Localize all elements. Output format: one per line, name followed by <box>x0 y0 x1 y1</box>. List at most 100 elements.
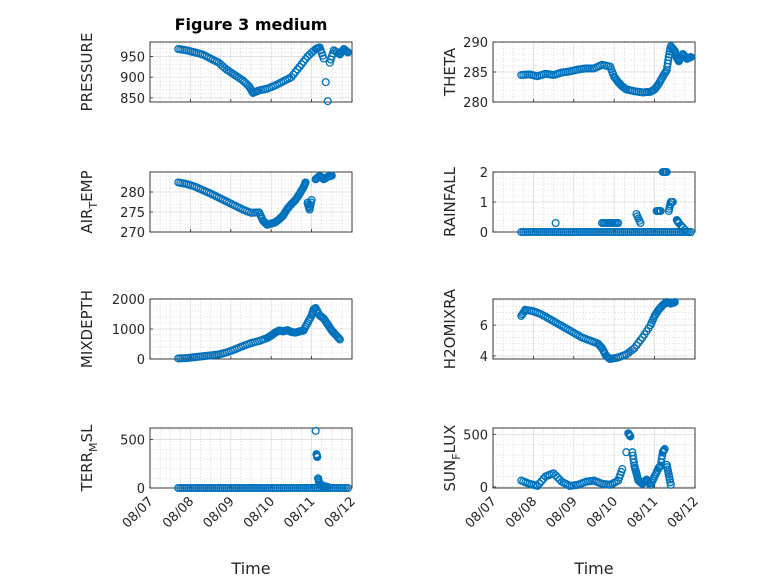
data-point <box>551 471 560 480</box>
data-point <box>661 67 670 76</box>
data-point <box>322 482 331 491</box>
x-tick-label: 08/12 <box>322 494 359 531</box>
y-axis-label: MIXDEPTH <box>78 290 96 368</box>
data-point <box>579 227 588 237</box>
data-point <box>309 483 318 493</box>
data-point <box>204 53 213 62</box>
data-point <box>253 86 262 96</box>
subplot-6: 4 6 H2OMIXRA <box>441 288 696 369</box>
y-label-tail: SL <box>78 424 96 443</box>
y-tick-label: 0 <box>137 353 145 368</box>
x-tick-label: 08/09 <box>544 494 581 531</box>
data-point <box>224 67 233 76</box>
data-point <box>523 227 532 237</box>
data-point <box>340 45 349 54</box>
data-point <box>196 483 205 493</box>
axes-frame <box>149 41 353 103</box>
data-point <box>220 483 229 493</box>
data-point <box>625 431 634 440</box>
data-point <box>571 227 580 237</box>
data-point <box>547 70 556 79</box>
data-point <box>226 68 235 77</box>
data-point <box>321 78 330 87</box>
series-points <box>174 43 353 106</box>
data-point <box>313 452 322 461</box>
y-label-main: PRESSURE <box>78 33 96 112</box>
data-point <box>531 71 540 80</box>
y-label-main: TERR <box>78 452 96 493</box>
data-point <box>685 53 694 62</box>
x-tick-label: 08/10 <box>584 494 621 531</box>
data-point <box>241 79 251 88</box>
data-point <box>244 207 254 217</box>
data-point <box>680 225 689 234</box>
data-point <box>596 61 605 70</box>
data-point <box>655 206 664 216</box>
series-points <box>517 42 696 97</box>
data-point <box>622 448 631 457</box>
data-point <box>559 323 568 332</box>
data-point <box>523 70 532 79</box>
subplot-3: 270 275 280 AIRTEMP <box>78 170 353 241</box>
y-tick-label: 2 <box>480 166 488 181</box>
data-point <box>535 479 544 488</box>
y-label-tail: LUX <box>441 425 459 454</box>
data-point <box>253 483 262 493</box>
data-point <box>655 304 664 313</box>
data-point <box>328 49 337 58</box>
series-points <box>174 171 336 229</box>
data-point <box>180 354 189 363</box>
data-point <box>332 332 341 341</box>
data-point <box>652 227 661 237</box>
x-axis-label-left: Time <box>230 559 270 578</box>
data-point <box>537 477 546 486</box>
data-point <box>293 483 302 493</box>
data-point <box>596 227 605 237</box>
series-points <box>517 298 679 364</box>
y-tick-label: 6 <box>480 319 488 334</box>
y-axis-label: TERRMSL <box>78 424 100 493</box>
data-point <box>607 218 616 228</box>
y-tick-label: 900 <box>120 71 145 86</box>
subplot-5: 0 1000 2000 MIXDEPTH <box>78 290 353 368</box>
y-label-main: AIR <box>78 209 96 234</box>
y-axis-label: RAINFALL <box>441 166 459 237</box>
data-point <box>594 340 604 349</box>
data-point <box>604 227 613 237</box>
data-point <box>531 227 540 237</box>
axes-frame <box>492 298 696 360</box>
y-label-main: SUN <box>441 460 459 492</box>
subplot-7: 0 500 08/07 08/08 08/09 08/10 08/11 08/12 TERRMS… <box>78 424 359 531</box>
y-tick-label: 850 <box>120 92 145 107</box>
y-tick-label: 0 <box>480 481 488 496</box>
y-tick-label: 500 <box>120 434 145 449</box>
y-tick-label: 290 <box>463 36 488 51</box>
data-point <box>300 179 310 188</box>
x-tick-label: 08/08 <box>160 494 197 531</box>
y-tick-label: 4 <box>480 350 488 365</box>
data-point <box>620 227 629 237</box>
x-tick-label: 08/12 <box>665 494 702 531</box>
data-point <box>612 227 621 237</box>
data-point <box>657 455 666 464</box>
series-points <box>517 429 675 490</box>
data-point <box>307 198 316 207</box>
subplots: 850 900 950 PRESSURE 280 285 290 THETA 270 275 280… <box>78 33 702 532</box>
series-points <box>174 303 344 363</box>
data-point <box>316 172 325 181</box>
x-tick-label: 08/11 <box>624 494 661 531</box>
subplot-8: 0 500 08/07 08/08 08/09 08/10 08/11 08/12 SUNFLU… <box>441 425 702 532</box>
data-point <box>551 218 560 228</box>
y-label-main: RAINFALL <box>441 166 459 237</box>
data-point <box>180 483 189 493</box>
data-point <box>284 203 293 212</box>
data-point <box>543 313 552 322</box>
data-point <box>326 171 335 180</box>
subplot-4: 0 1 2 RAINFALL <box>441 166 696 241</box>
data-point <box>649 474 658 483</box>
y-tick-label: 500 <box>463 428 488 443</box>
data-point <box>269 483 278 493</box>
data-point <box>664 56 673 65</box>
data-point <box>234 73 243 82</box>
data-point <box>635 216 644 225</box>
